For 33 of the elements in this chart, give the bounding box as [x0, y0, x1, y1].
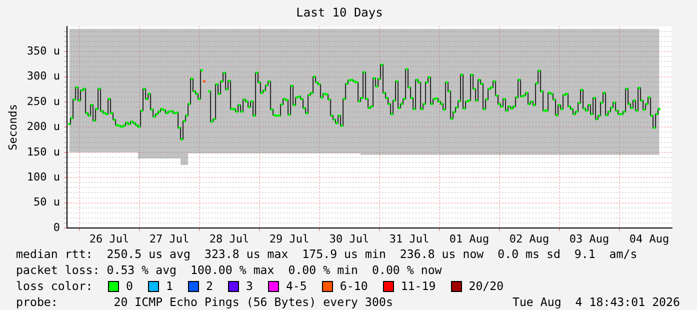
y-tick-label: 300 u [26, 70, 60, 83]
x-tick-label: 29 Jul [269, 232, 310, 246]
x-tick-label: 26 Jul [89, 232, 130, 246]
y-tick-label: 0 [53, 220, 60, 234]
chart-title: Last 10 Days [296, 5, 383, 20]
text: Tue Aug 4 18:43:01 2026 [512, 294, 680, 310]
x-tick-label: 30 Jul [329, 232, 370, 246]
legend-label: 1 [166, 278, 173, 294]
x-tick-label: 27 Jul [149, 232, 190, 246]
x-tick-label: 01 Aug [449, 232, 490, 246]
text: probe: 20 ICMP Echo Pings (56 Bytes) every 300s [16, 294, 393, 310]
text: median rtt: 250.5 us avg 323.8 us max 175.9 us min 236.8 us now 0.0 ms sd 9.1 am/s [16, 246, 638, 262]
legend-label: 0 [126, 278, 133, 294]
y-tick-label: 150 u [26, 145, 60, 158]
legend-label: 6-10 [340, 278, 368, 294]
x-tick-label: 31 Jul [389, 232, 430, 246]
text: packet loss: 0.53 % avg 100.00 % max 0.00 % min 0.00 % now [16, 262, 443, 278]
legend-title: loss color: [16, 278, 94, 294]
legend-label: 3 [246, 278, 253, 294]
y-axis-title: Seconds [6, 104, 20, 150]
x-tick-label: 28 Jul [209, 232, 250, 246]
y-tick-label: 200 u [26, 120, 60, 134]
y-tick-label: 350 u [26, 44, 60, 58]
legend-label: 4-5 [286, 278, 307, 294]
legend-label: 20/20 [468, 278, 504, 294]
legend-label: 2 [206, 278, 213, 294]
x-tick-label: 02 Aug [509, 232, 550, 246]
y-tick-label: 100 u [26, 170, 60, 184]
legend-label: 11-19 [400, 278, 436, 294]
x-tick-label: 04 Aug [629, 232, 670, 246]
x-tick-label: 03 Aug [569, 232, 610, 246]
y-tick-label: 250 u [26, 94, 60, 108]
y-tick-label: 50 u [34, 196, 60, 209]
